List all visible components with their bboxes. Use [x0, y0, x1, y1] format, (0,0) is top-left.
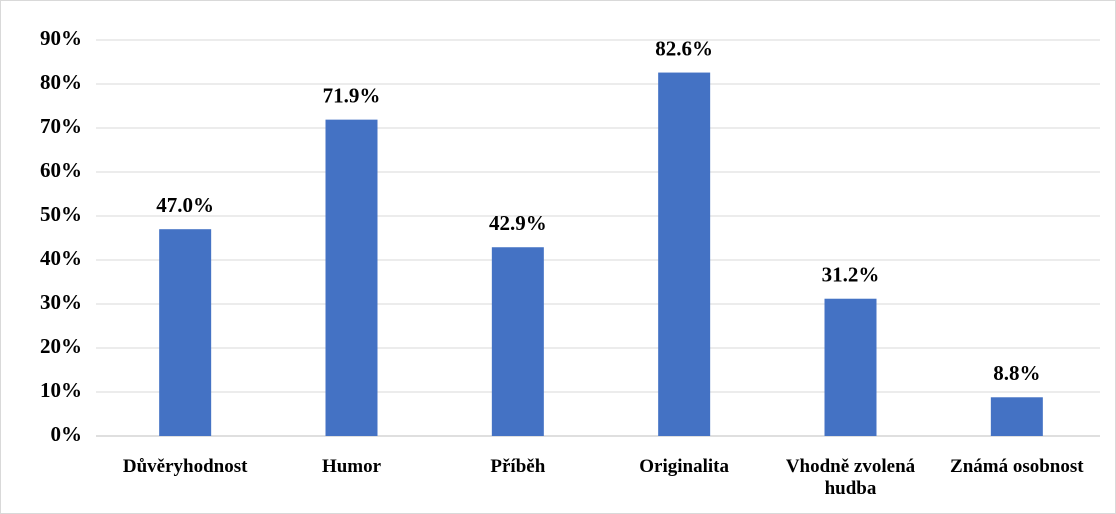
y-tick-label: 40%	[40, 246, 82, 270]
y-tick-label: 30%	[40, 290, 82, 314]
x-tick-label: Důvěryhodnost	[122, 456, 248, 477]
y-tick-label: 0%	[51, 422, 83, 446]
y-tick-label: 80%	[40, 70, 82, 94]
bar	[491, 247, 544, 436]
bar	[990, 397, 1043, 436]
bar	[159, 229, 212, 436]
data-label: 31.2%	[822, 263, 880, 287]
y-tick-label: 50%	[40, 202, 82, 226]
x-tick-label: Známá osobnost	[950, 456, 1084, 477]
y-tick-label: 10%	[40, 378, 82, 402]
data-label: 71.9%	[323, 83, 381, 107]
data-label: 42.9%	[489, 211, 547, 235]
y-tick-label: 70%	[40, 114, 82, 138]
bar	[824, 298, 877, 436]
data-label: 47.0%	[156, 193, 214, 217]
y-tick-label: 60%	[40, 158, 82, 182]
y-tick-label: 90%	[40, 26, 82, 50]
x-tick-label: Vhodně zvolená hudba	[785, 456, 916, 499]
data-label: 82.6%	[655, 36, 713, 60]
x-tick-label: Originalita	[639, 456, 730, 477]
bar	[658, 72, 711, 436]
x-tick-label: Humor	[321, 456, 382, 477]
y-tick-label: 20%	[40, 334, 82, 358]
data-label: 8.8%	[993, 361, 1040, 385]
bar	[325, 119, 378, 436]
x-tick-label: Příběh	[490, 456, 546, 477]
